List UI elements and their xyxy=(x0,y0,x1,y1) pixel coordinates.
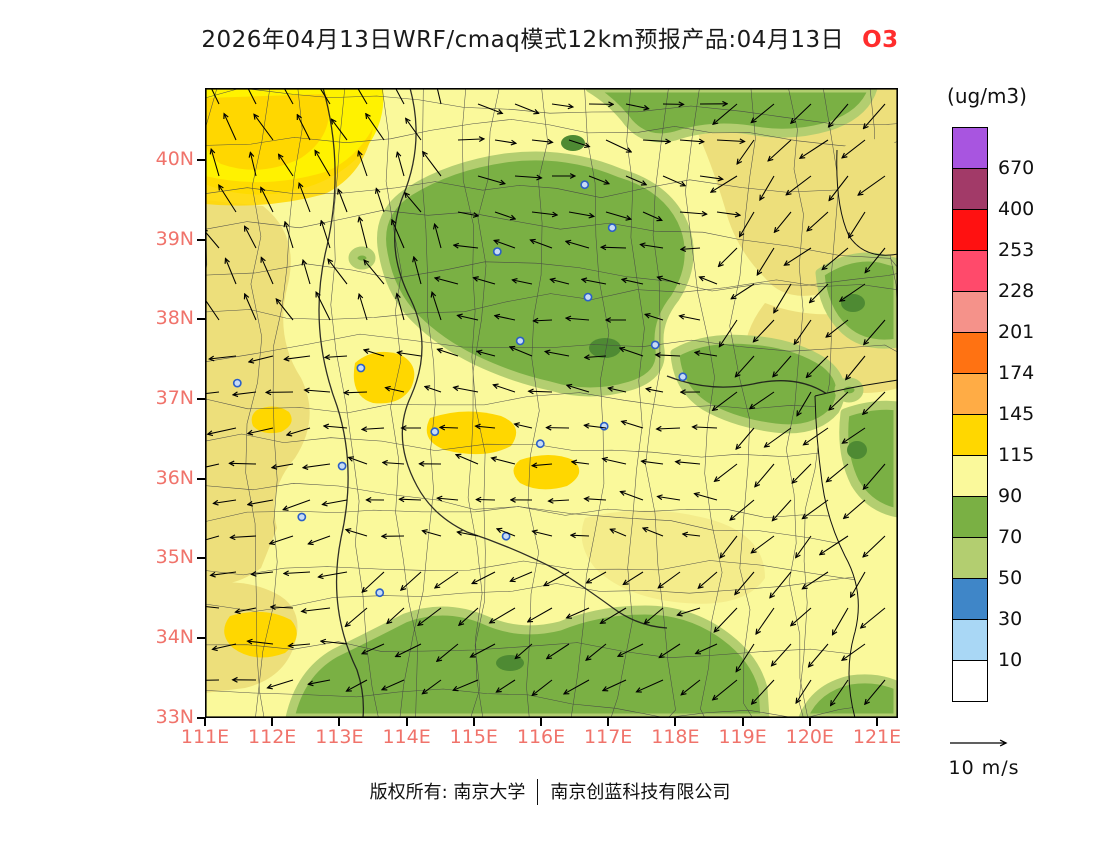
legend-color-box xyxy=(952,455,988,497)
y-axis-tick xyxy=(197,398,205,401)
x-axis-label: 112E xyxy=(248,726,297,748)
city-marker xyxy=(678,372,688,382)
legend-color-box xyxy=(952,250,988,292)
copyright-footer: 版权所有: 南京大学 南京创蓝科技有限公司 xyxy=(0,778,1100,805)
footer-company: 南京创蓝科技有限公司 xyxy=(550,782,731,803)
city-marker xyxy=(430,427,440,437)
x-axis-tick xyxy=(607,718,610,726)
x-axis-tick xyxy=(338,718,341,726)
legend-level-label: 228 xyxy=(998,280,1035,302)
y-axis-tick xyxy=(197,238,205,241)
x-axis-label: 115E xyxy=(449,726,498,748)
x-axis-label: 118E xyxy=(651,726,700,748)
city-marker xyxy=(599,421,609,431)
city-markers-layer xyxy=(232,180,688,598)
x-axis-tick xyxy=(405,718,408,726)
y-axis-label: 34N xyxy=(155,626,194,649)
y-axis-tick xyxy=(197,637,205,640)
x-axis-label: 120E xyxy=(785,726,834,748)
o3-map-svg xyxy=(205,88,898,718)
y-axis-label: 39N xyxy=(155,227,194,250)
y-axis-label: 33N xyxy=(155,705,194,728)
x-axis-label: 117E xyxy=(584,726,633,748)
wind-arrows-layer xyxy=(205,88,886,705)
x-axis-tick xyxy=(808,718,811,726)
legend-color-box xyxy=(952,373,988,415)
legend-color-box xyxy=(952,414,988,456)
title-text: 2026年04月13日WRF/cmaq模式12km预报产品:04月13日 xyxy=(201,27,845,53)
x-axis-tick xyxy=(876,718,878,726)
city-marker xyxy=(583,292,593,302)
city-marker xyxy=(297,512,307,522)
y-axis-tick xyxy=(197,318,205,321)
x-axis-label: 116E xyxy=(516,726,566,748)
wind-reference-label: 10 m/s xyxy=(948,757,1020,779)
city-marker xyxy=(650,340,660,350)
legend-color-box xyxy=(952,332,988,374)
legend-level-label: 50 xyxy=(998,567,1023,589)
legend-level-label: 10 xyxy=(998,649,1023,671)
x-axis-tick xyxy=(271,718,274,726)
y-axis-label: 37N xyxy=(155,387,194,410)
footer-owner: 版权所有: 南京大学 xyxy=(369,782,526,803)
legend-level-label: 400 xyxy=(998,198,1035,220)
city-marker xyxy=(232,378,242,388)
city-marker xyxy=(607,223,617,233)
x-axis-tick xyxy=(472,718,475,726)
legend-unit: (ug/m3) xyxy=(947,84,1027,108)
legend-color-box xyxy=(952,619,988,661)
city-marker xyxy=(337,461,347,471)
y-axis-label: 36N xyxy=(155,466,194,489)
x-axis-label: 114E xyxy=(382,726,431,748)
x-axis-label: 119E xyxy=(718,726,767,748)
x-axis-tick xyxy=(540,718,542,726)
legend-level-label: 670 xyxy=(998,157,1035,179)
legend-level-label: 30 xyxy=(998,608,1023,630)
city-marker xyxy=(580,180,590,190)
x-axis-tick xyxy=(741,718,744,726)
y-axis-tick xyxy=(197,477,205,480)
legend-color-box xyxy=(952,168,988,210)
legend-color-box xyxy=(952,127,988,169)
y-axis-tick xyxy=(197,557,205,560)
city-marker xyxy=(515,336,525,346)
legend-level-label: 201 xyxy=(998,321,1035,343)
y-axis-label: 38N xyxy=(155,307,194,330)
title-species: O3 xyxy=(862,27,899,53)
x-axis-label: 113E xyxy=(315,726,364,748)
legend-level-label: 115 xyxy=(998,444,1035,466)
city-marker xyxy=(356,363,366,373)
legend-level-label: 174 xyxy=(998,362,1035,384)
city-marker xyxy=(492,247,502,256)
y-axis-tick xyxy=(197,158,205,161)
page-title: 2026年04月13日WRF/cmaq模式12km预报产品:04月13日 O3 xyxy=(0,20,1100,54)
legend-color-box xyxy=(952,291,988,333)
map-frame xyxy=(205,88,898,718)
y-axis-label: 35N xyxy=(155,546,194,569)
footer-divider-icon xyxy=(537,779,539,805)
x-axis-label: 111E xyxy=(180,726,230,748)
legend-level-label: 70 xyxy=(998,526,1023,548)
legend-color-box xyxy=(952,660,988,702)
x-axis-tick xyxy=(204,718,206,726)
x-axis-tick xyxy=(674,718,677,726)
legend-color-box xyxy=(952,496,988,538)
legend-level-label: 90 xyxy=(998,485,1023,507)
y-axis-tick xyxy=(197,716,205,719)
legend-level-label: 253 xyxy=(998,239,1035,261)
city-marker xyxy=(375,588,385,598)
wind-reference-arrow-icon xyxy=(950,734,1022,752)
legend-color-box xyxy=(952,578,988,620)
legend-color-box xyxy=(952,537,988,579)
legend-color-box xyxy=(952,209,988,251)
legend-level-label: 145 xyxy=(998,403,1035,425)
city-marker xyxy=(535,439,545,449)
x-axis-label: 121E xyxy=(852,726,902,748)
y-axis-label: 40N xyxy=(155,147,194,170)
